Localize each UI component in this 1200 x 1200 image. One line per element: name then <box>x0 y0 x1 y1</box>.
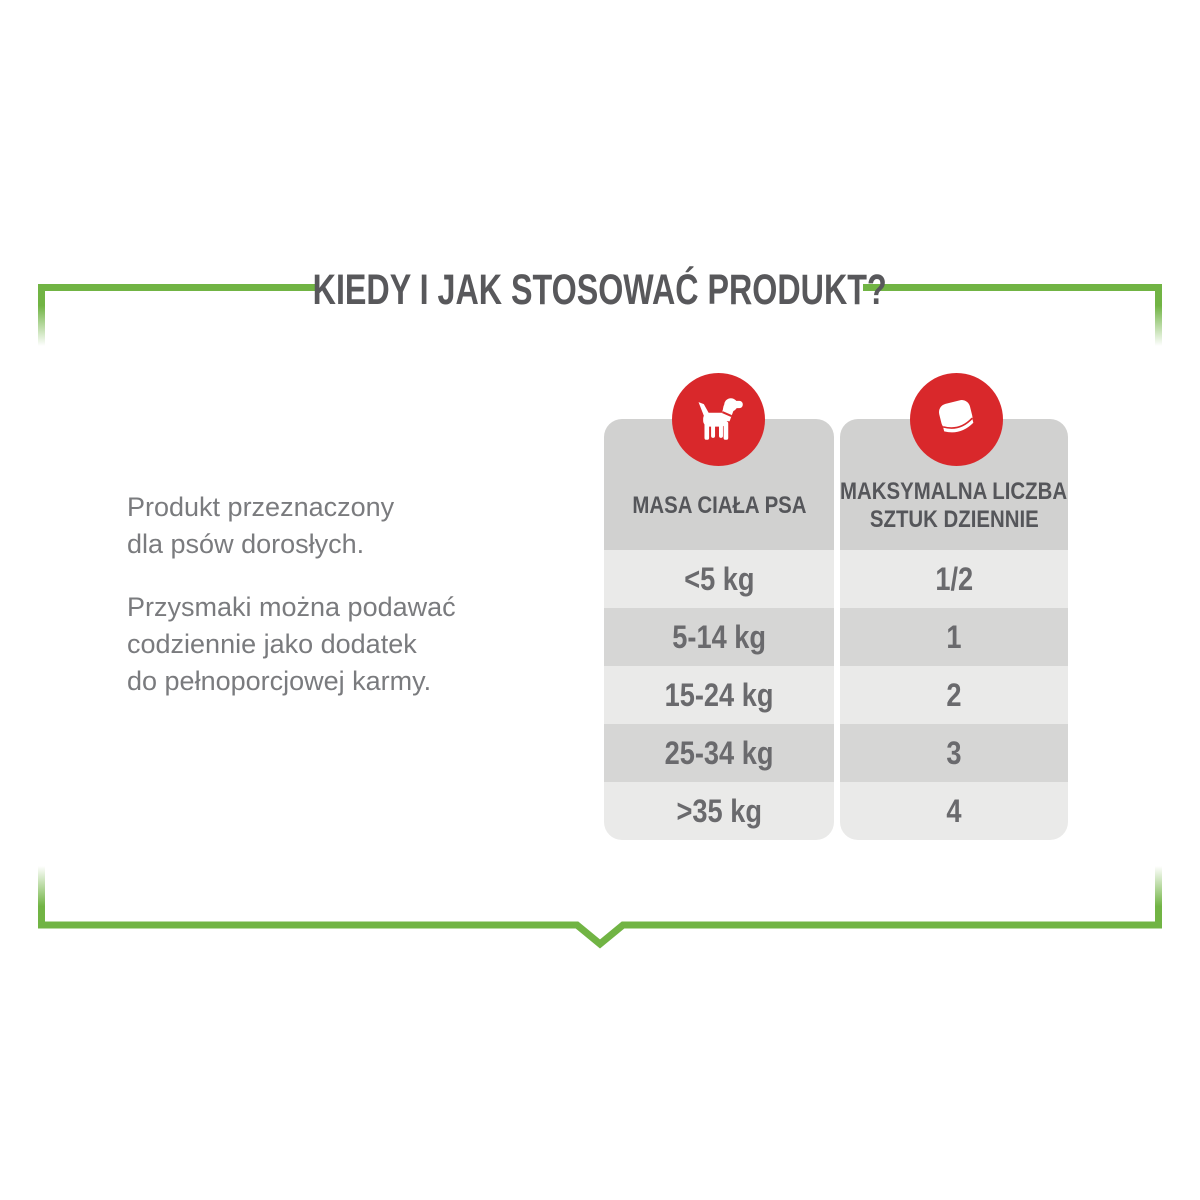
weight-value: <5 kg <box>683 560 755 597</box>
count-value: 3 <box>946 734 962 771</box>
intro-line: do pełnoporcjowej karmy. <box>127 666 432 696</box>
count-value: 2 <box>946 676 962 713</box>
column-header-label: MASA CIAŁA PSA <box>631 492 807 519</box>
table-cell-count: 4 <box>840 782 1068 840</box>
page-title: KIEDY I JAK STOSOWAĆ PRODUKT? <box>312 266 888 314</box>
title-rule-left <box>38 284 318 291</box>
treat-icon <box>938 399 973 432</box>
intro-line: codziennie jako dodatek <box>127 629 417 659</box>
count-value: 4 <box>946 792 962 829</box>
table-cell-weight: 5-14 kg <box>604 608 834 666</box>
table-cell-count: 1 <box>840 608 1068 666</box>
weight-value: 15-24 kg <box>664 676 774 713</box>
column-daily-count: MAKSYMALNA LICZBA SZTUK DZIENNIE 1/2 1 2… <box>840 419 1068 840</box>
intro-paragraph-2: Przysmaki można podawać codziennie jako … <box>127 589 557 700</box>
column-header-label: MAKSYMALNA LICZBA <box>840 478 1068 505</box>
table-cell-weight: <5 kg <box>604 550 834 608</box>
column-header-daily-count: MAKSYMALNA LICZBA SZTUK DZIENNIE <box>840 419 1068 550</box>
table-cell-weight: 15-24 kg <box>604 666 834 724</box>
table-cell-weight: 25-34 kg <box>604 724 834 782</box>
column-dog-weight: MASA CIAŁA PSA <5 kg 5-14 kg 15-24 kg 25… <box>604 419 834 840</box>
section-title-row: KIEDY I JAK STOSOWAĆ PRODUKT? <box>0 266 1200 315</box>
intro-text: Produkt przeznaczony dla psów dorosłych.… <box>127 489 557 700</box>
frame-tick-top-left <box>38 284 45 346</box>
table-cell-count: 2 <box>840 666 1068 724</box>
table-cell-count: 3 <box>840 724 1068 782</box>
weight-value: 5-14 kg <box>672 618 766 655</box>
usage-table: MASA CIAŁA PSA <5 kg 5-14 kg 15-24 kg 25… <box>604 373 1068 840</box>
dog-badge <box>672 373 765 466</box>
title-rule-right <box>863 284 1162 291</box>
weight-value: >35 kg <box>676 792 762 829</box>
count-value: 1 <box>946 618 962 655</box>
frame-tick-bottom-right <box>1155 866 1162 928</box>
frame-tick-bottom-left <box>38 866 45 928</box>
intro-paragraph-1: Produkt przeznaczony dla psów dorosłych. <box>127 489 557 563</box>
dog-icon <box>698 397 743 440</box>
count-value: 1/2 <box>935 560 973 597</box>
frame-tick-top-right <box>1155 284 1162 346</box>
treat-badge <box>910 373 1003 466</box>
weight-value: 25-34 kg <box>664 734 774 771</box>
intro-line: Produkt przeznaczony <box>127 492 395 522</box>
table-cell-count: 1/2 <box>840 550 1068 608</box>
intro-line: dla psów dorosłych. <box>127 529 365 559</box>
intro-line: Przysmaki można podawać <box>127 592 456 622</box>
column-header-label: SZTUK DZIENNIE <box>869 506 1039 533</box>
table-cell-weight: >35 kg <box>604 782 834 840</box>
